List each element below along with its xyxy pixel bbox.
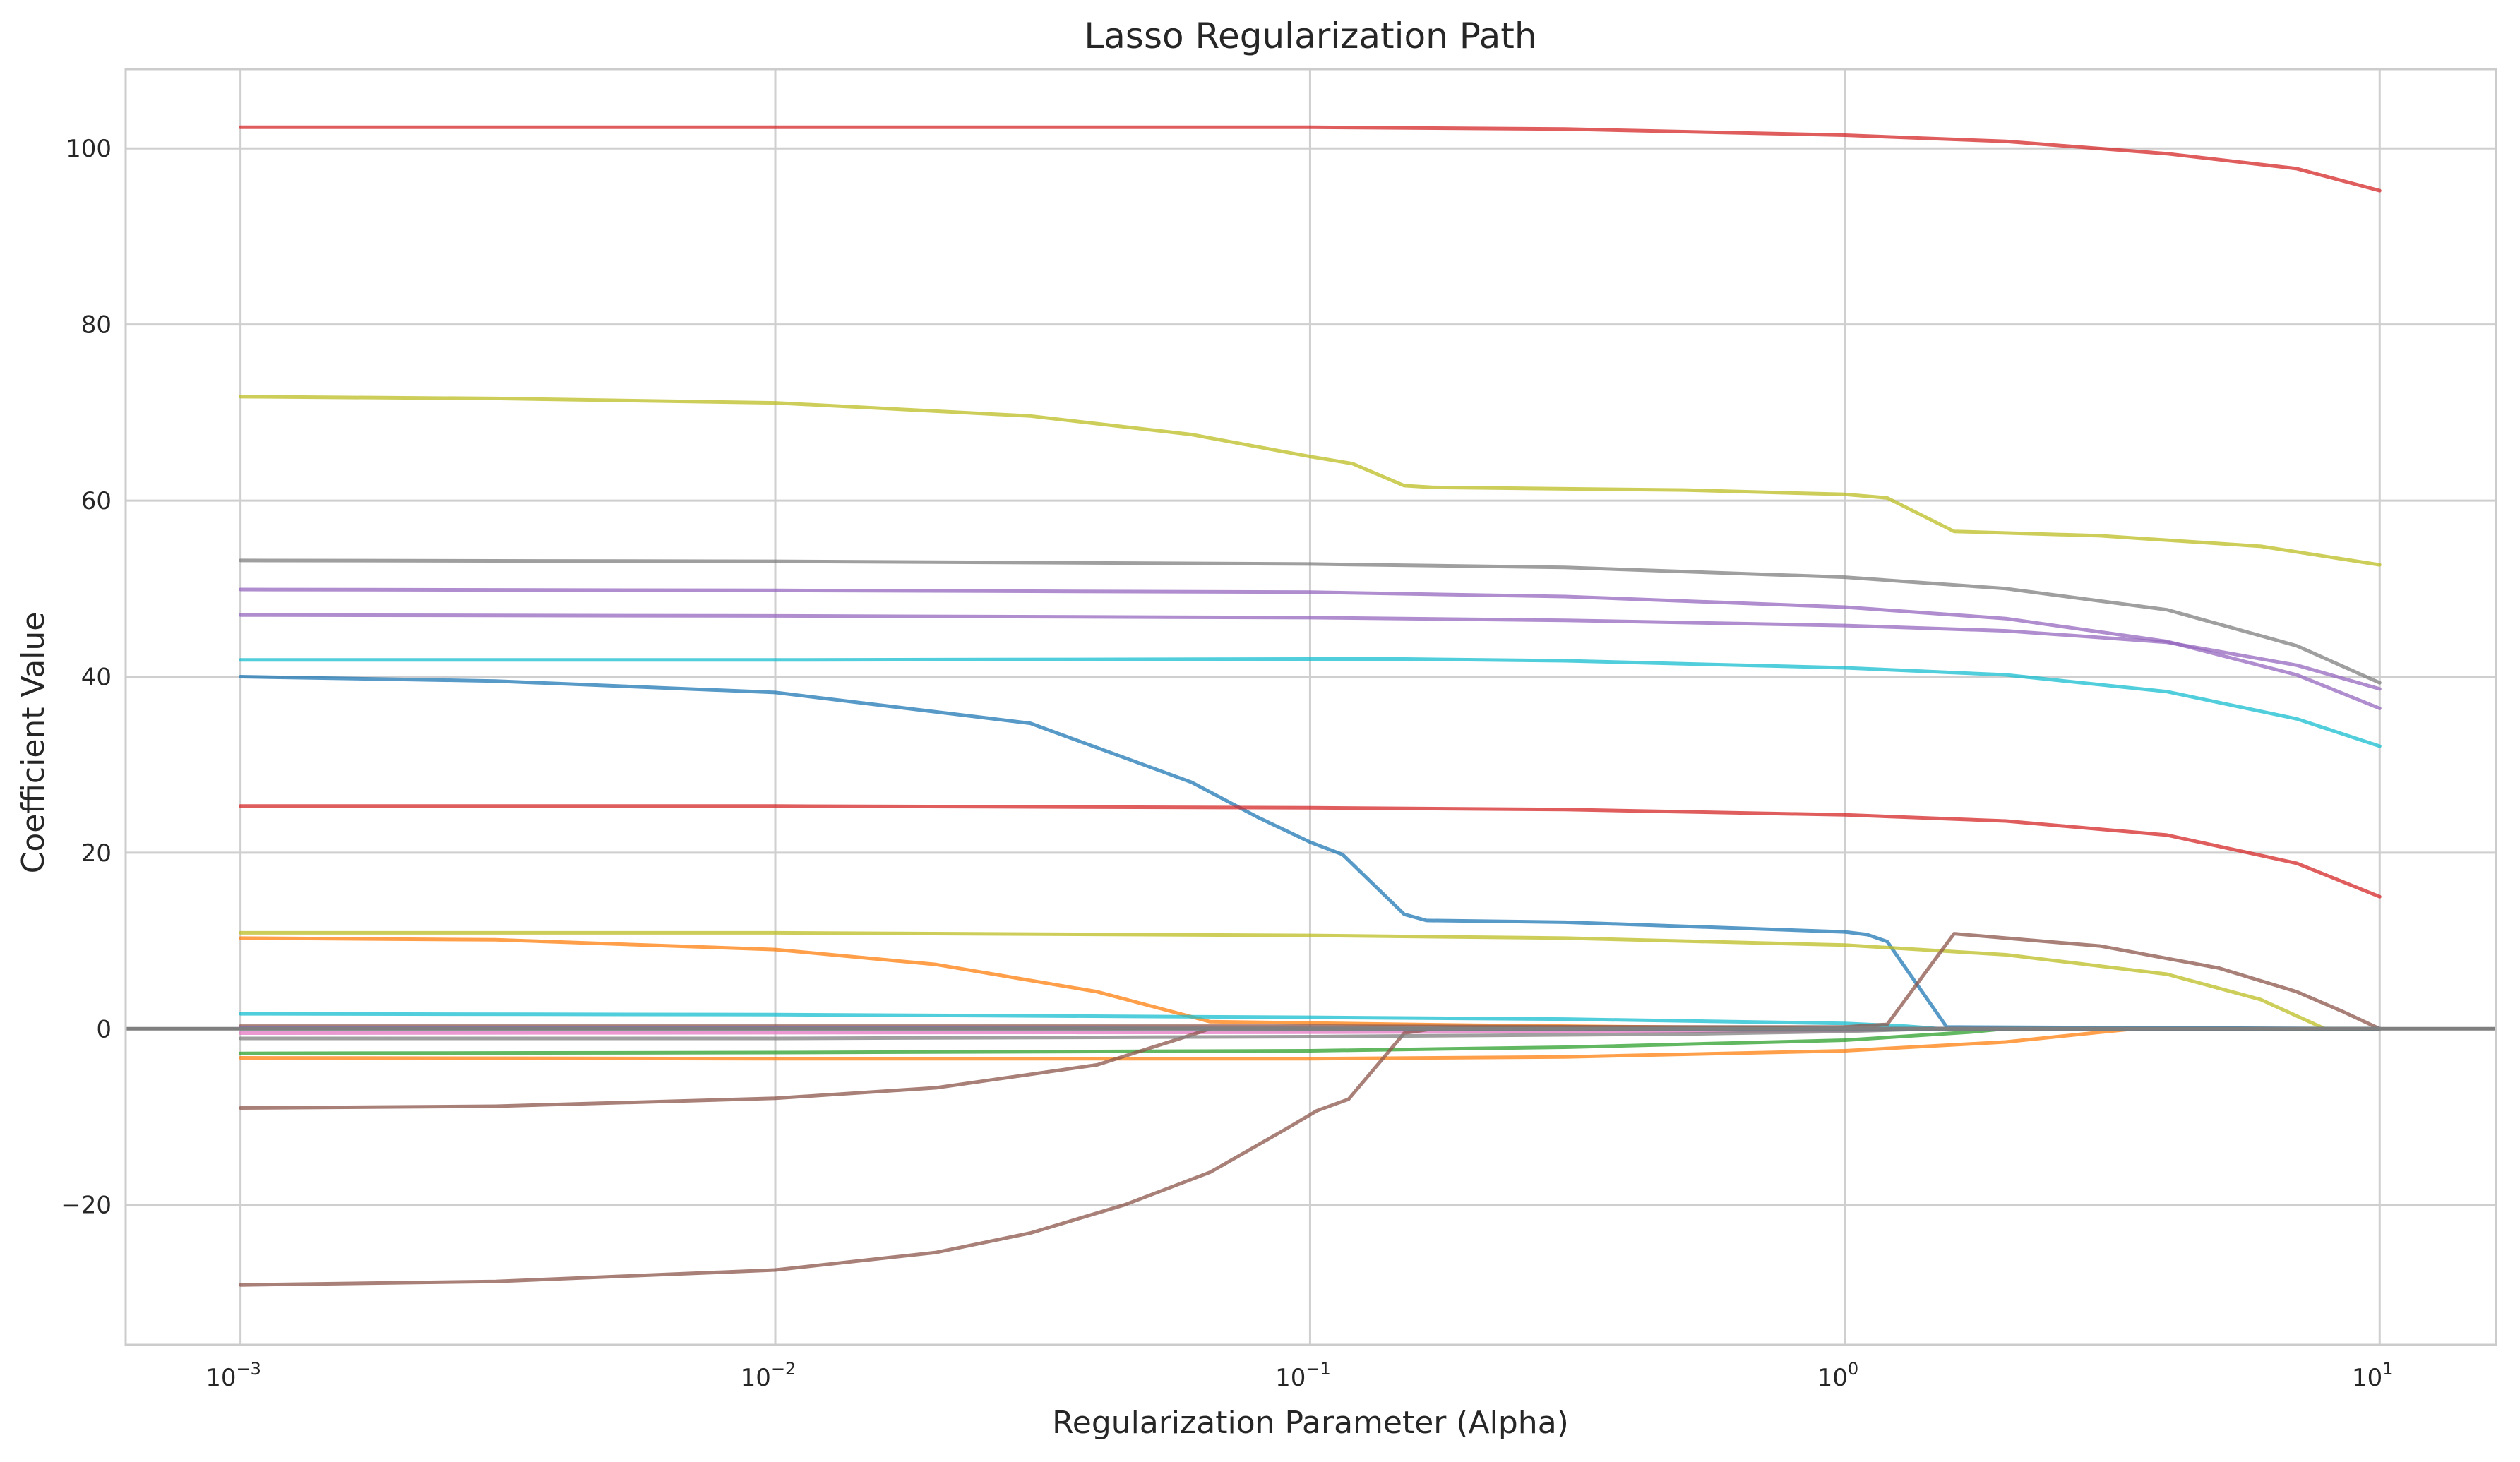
plot-frame [124,68,2497,1346]
x-tick-exponent: −3 [237,1359,261,1379]
series-line [239,558,2382,685]
x-tick-base: 10 [2352,1364,2382,1392]
x-tick-base: 10 [1817,1364,1848,1392]
x-tick-label: 10−2 [741,1359,796,1392]
y-tick-label: 0 [96,1015,112,1043]
x-tick-exponent: 0 [1848,1359,1858,1379]
y-tick-label: 20 [81,839,112,868]
series-line [239,125,2382,193]
series-line [239,930,2382,1031]
series-line [239,395,2382,567]
series-line [239,932,2382,1031]
x-tick-label: 100 [1817,1359,1859,1392]
x-tick-label: 101 [2352,1359,2394,1392]
series-line [239,657,2382,748]
x-tick-labels: 10−3 10−2 10−1 100 101 [205,1359,2393,1392]
x-tick-exponent: −2 [771,1359,796,1379]
chart-title: Lasso Regularization Path [1084,16,1536,56]
series-line [239,587,2382,710]
x-tick-base: 10 [741,1364,771,1392]
series-line [239,804,2382,899]
x-tick-base: 10 [1275,1364,1306,1392]
y-tick-label: 60 [81,487,112,515]
y-tick-labels: 100 80 60 40 20 0 −20 [61,135,112,1219]
y-tick-label: 80 [81,311,112,340]
y-tick-label: −20 [61,1192,112,1220]
y-tick-label: 100 [66,135,112,163]
x-tick-label: 10−1 [1275,1359,1331,1392]
x-tick-exponent: 1 [2382,1359,2393,1379]
series-line [239,1026,2382,1287]
x-tick-exponent: −1 [1306,1359,1330,1379]
series-line [239,613,2382,691]
series-line [239,675,2382,1031]
y-axis-label: Coefficient Value [16,612,52,874]
y-tick-label: 40 [81,663,112,691]
x-tick-label: 10−3 [205,1359,261,1392]
x-axis-label: Regularization Parameter (Alpha) [1052,1405,1569,1441]
x-tick-base: 10 [205,1364,236,1392]
